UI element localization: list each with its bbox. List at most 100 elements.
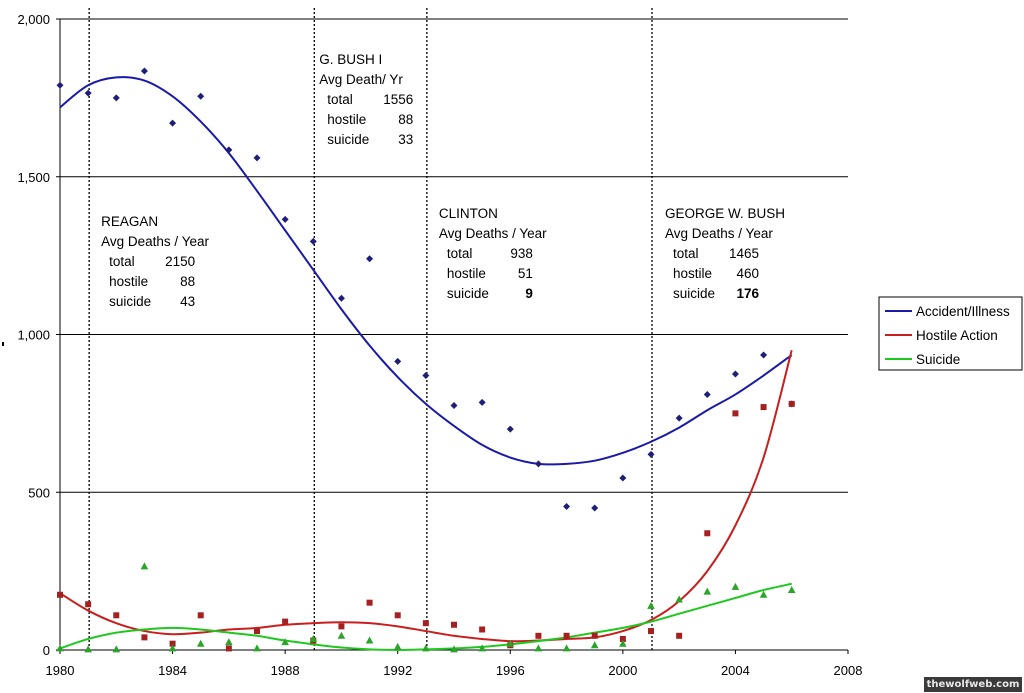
data-point	[253, 644, 261, 652]
data-point	[56, 81, 64, 89]
annotation-title: REAGAN	[101, 214, 158, 229]
watermark: thewolfweb.com	[924, 677, 1022, 692]
data-point	[169, 640, 176, 647]
data-point	[647, 450, 655, 458]
legend-label: Suicide	[916, 352, 960, 367]
data-point	[309, 634, 318, 642]
data-point	[450, 401, 458, 409]
annotation-label: suicide	[447, 286, 489, 301]
x-tick-label: 1980	[46, 663, 75, 678]
annotation-label: hostile	[447, 266, 486, 281]
data-point	[84, 89, 92, 97]
annotation-gwbush: GEORGE W. BUSH Avg Deaths / Year total 1465…	[665, 206, 785, 301]
data-point	[451, 621, 457, 628]
annotation-label: hostile	[673, 266, 712, 281]
term-dividers	[88, 8, 653, 650]
data-point	[648, 628, 654, 635]
data-point	[479, 626, 486, 633]
data-point	[337, 631, 346, 639]
data-point	[422, 372, 430, 380]
x-tick-label: 2000	[608, 663, 637, 678]
annotation-value: 1556	[383, 92, 413, 107]
legend-box	[878, 296, 1023, 371]
data-point	[619, 635, 626, 642]
data-point	[337, 294, 345, 302]
data-point	[197, 92, 205, 100]
data-point	[703, 390, 711, 398]
annotation-value: 51	[518, 266, 533, 281]
annotation-value: 2150	[165, 254, 195, 269]
annotation-label: suicide	[673, 286, 715, 301]
data-point	[112, 94, 120, 102]
y-tick-label: 2,000	[17, 12, 50, 27]
legend-label: Accident/Illness	[916, 304, 1010, 319]
annotation-title: GEORGE W. BUSH	[665, 206, 785, 221]
x-tick-label: 1984	[158, 663, 187, 678]
data-point	[422, 644, 430, 652]
data-point	[619, 639, 627, 647]
annotation-subtitle: Avg Deaths / Year	[665, 226, 773, 241]
data-point	[281, 215, 289, 223]
data-point	[591, 632, 598, 639]
x-tick-label: 1992	[383, 663, 412, 678]
annotation-title: G. BUSH I	[319, 52, 382, 67]
data-point	[675, 595, 683, 603]
data-point	[141, 634, 148, 641]
data-point	[225, 146, 233, 154]
data-point	[478, 398, 486, 406]
legend: Accident/Illness Hostile Action Suicide	[878, 296, 1023, 371]
annotation-subtitle: Avg Deaths / Year	[439, 226, 547, 241]
data-point	[759, 590, 768, 598]
data-point	[731, 370, 739, 378]
data-point	[281, 638, 289, 646]
annotation-value: 43	[180, 294, 195, 309]
y-tick-label: 0	[43, 643, 50, 658]
data-point	[394, 357, 402, 365]
data-point	[506, 639, 515, 647]
annotation-subtitle: Avg Death/ Yr	[319, 72, 403, 87]
data-point	[563, 632, 570, 639]
data-point	[84, 645, 92, 653]
annotation-value: 88	[398, 112, 413, 127]
data-point	[619, 474, 627, 482]
data-point	[85, 601, 92, 608]
data-point	[675, 414, 683, 422]
data-points	[56, 67, 796, 653]
data-point	[422, 620, 429, 627]
data-point	[647, 601, 655, 609]
gridlines	[60, 18, 848, 651]
annotation-label: suicide	[327, 132, 369, 147]
tick-labels: 0 500 1,000 1,500 2,000 1980 1984 1988 1992 1996 2…	[17, 12, 862, 678]
term-annotations: REAGAN Avg Deaths / Year total 2150 hostile 8…	[101, 52, 785, 309]
data-point	[788, 400, 795, 407]
data-point	[169, 119, 177, 127]
annotation-title: CLINTON	[439, 206, 498, 221]
data-point	[197, 612, 204, 619]
data-point	[787, 586, 796, 594]
x-tick-label: 1988	[271, 663, 300, 678]
data-point	[704, 530, 711, 537]
annotation-value: 9	[525, 286, 533, 301]
data-point	[225, 645, 232, 652]
trend-lines	[59, 76, 793, 652]
data-point	[225, 638, 233, 646]
data-point	[140, 562, 149, 570]
data-point	[309, 237, 317, 245]
annotation-value: 460	[736, 266, 759, 281]
data-point	[534, 644, 543, 652]
annotation-value: 33	[398, 132, 413, 147]
annotation-clinton: CLINTON Avg Deaths / Year total 938 hostile 5…	[439, 206, 547, 301]
annotation-value: 938	[510, 246, 533, 261]
x-tick-label: 1996	[496, 663, 525, 678]
annotation-label: total	[109, 254, 135, 269]
data-point	[506, 425, 514, 433]
data-point	[703, 587, 712, 595]
data-point	[112, 645, 121, 653]
data-point	[140, 67, 148, 75]
data-point	[366, 255, 374, 263]
y-tick-label: 1,000	[17, 328, 50, 343]
data-point	[760, 351, 768, 359]
legend-label: Hostile Action	[916, 328, 998, 343]
data-point	[590, 641, 599, 649]
